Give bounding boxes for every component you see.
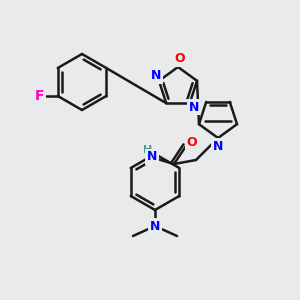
Text: F: F xyxy=(35,89,44,103)
Text: N: N xyxy=(151,69,161,82)
Text: N: N xyxy=(189,101,199,114)
Text: N: N xyxy=(213,140,223,152)
Text: H: H xyxy=(143,145,153,155)
Text: O: O xyxy=(187,136,197,148)
Text: N: N xyxy=(150,220,160,232)
Text: N: N xyxy=(147,151,157,164)
Text: O: O xyxy=(175,52,185,65)
